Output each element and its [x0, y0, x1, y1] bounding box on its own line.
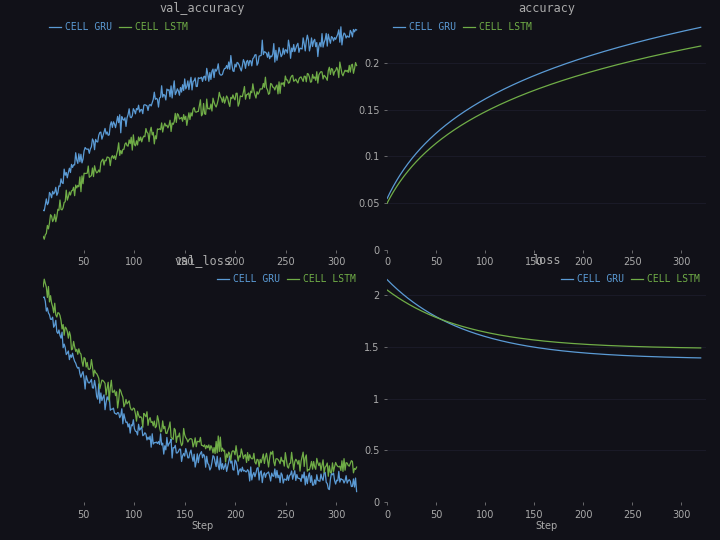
CELL GRU	[225, 66, 234, 72]
CELL GRU	[575, 349, 583, 356]
CELL GRU	[568, 349, 577, 355]
CELL GRU	[568, 58, 577, 65]
CELL GRU	[39, 294, 48, 301]
CELL LSTM	[40, 236, 48, 242]
CELL LSTM	[575, 341, 583, 347]
CELL GRU	[227, 52, 235, 59]
CELL GRU	[647, 353, 656, 360]
CELL GRU	[667, 354, 675, 361]
Line: CELL LSTM: CELL LSTM	[387, 46, 701, 203]
Line: CELL GRU: CELL GRU	[387, 280, 701, 358]
CELL GRU	[39, 207, 48, 213]
CELL GRU	[40, 207, 48, 214]
CELL GRU	[40, 294, 48, 300]
CELL GRU	[570, 58, 578, 64]
CELL LSTM	[324, 473, 333, 480]
CELL LSTM	[570, 73, 578, 80]
CELL LSTM	[570, 340, 578, 347]
CELL GRU	[696, 24, 705, 31]
CELL GRU	[384, 193, 392, 199]
CELL GRU	[696, 355, 705, 361]
CELL GRU	[304, 473, 312, 480]
CELL LSTM	[568, 74, 577, 80]
CELL GRU	[227, 460, 235, 467]
CELL LSTM	[39, 233, 48, 240]
CELL GRU	[41, 298, 50, 305]
CELL LSTM	[336, 59, 344, 65]
CELL LSTM	[696, 345, 705, 351]
CELL LSTM	[304, 71, 312, 77]
CELL LSTM	[41, 232, 50, 238]
CELL LSTM	[568, 340, 577, 347]
CELL LSTM	[324, 68, 333, 74]
CELL GRU	[384, 278, 392, 284]
CELL LSTM	[352, 464, 361, 470]
CELL LSTM	[40, 276, 48, 282]
CELL LSTM	[227, 457, 235, 463]
CELL LSTM	[227, 94, 235, 100]
CELL LSTM	[41, 280, 50, 287]
Title: accuracy: accuracy	[518, 2, 575, 15]
CELL LSTM	[667, 344, 675, 350]
CELL LSTM	[383, 200, 392, 206]
CELL LSTM	[384, 198, 392, 204]
Legend: CELL GRU, CELL LSTM: CELL GRU, CELL LSTM	[557, 271, 703, 288]
CELL LSTM	[225, 103, 234, 110]
CELL LSTM	[383, 287, 392, 293]
Line: CELL LSTM: CELL LSTM	[387, 290, 701, 348]
CELL LSTM	[575, 72, 583, 78]
Line: CELL GRU: CELL GRU	[43, 27, 356, 211]
Line: CELL LSTM: CELL LSTM	[43, 279, 356, 476]
Title: loss: loss	[532, 254, 561, 267]
X-axis label: Step: Step	[535, 521, 557, 531]
Legend: CELL GRU, CELL LSTM: CELL GRU, CELL LSTM	[45, 18, 192, 36]
CELL LSTM	[232, 442, 240, 449]
Line: CELL GRU: CELL GRU	[43, 297, 356, 491]
CELL GRU	[232, 458, 240, 465]
CELL GRU	[667, 31, 675, 37]
CELL GRU	[383, 195, 392, 201]
Title: val_accuracy: val_accuracy	[160, 2, 246, 15]
CELL GRU	[324, 31, 333, 37]
CELL GRU	[336, 24, 345, 30]
CELL GRU	[225, 453, 234, 460]
X-axis label: Step: Step	[192, 269, 214, 279]
CELL GRU	[232, 64, 240, 70]
CELL LSTM	[232, 90, 240, 97]
Legend: CELL GRU, CELL LSTM: CELL GRU, CELL LSTM	[389, 18, 536, 36]
Title: val_loss: val_loss	[174, 254, 231, 267]
CELL GRU	[570, 349, 578, 355]
X-axis label: Step: Step	[535, 269, 557, 279]
X-axis label: Step: Step	[192, 521, 214, 531]
CELL GRU	[352, 26, 361, 33]
CELL LSTM	[647, 344, 656, 350]
CELL LSTM	[667, 49, 675, 55]
CELL LSTM	[39, 284, 48, 290]
CELL GRU	[41, 202, 50, 208]
CELL GRU	[383, 276, 392, 283]
Line: CELL LSTM: CELL LSTM	[43, 62, 356, 239]
CELL GRU	[324, 485, 333, 492]
CELL LSTM	[325, 463, 333, 469]
CELL LSTM	[647, 53, 656, 60]
CELL LSTM	[304, 467, 312, 473]
CELL LSTM	[352, 62, 361, 69]
Legend: CELL GRU, CELL LSTM: CELL GRU, CELL LSTM	[213, 271, 360, 288]
CELL LSTM	[696, 43, 705, 49]
CELL GRU	[647, 36, 656, 42]
CELL GRU	[352, 488, 361, 495]
CELL LSTM	[225, 451, 234, 457]
CELL GRU	[304, 37, 312, 43]
Line: CELL GRU: CELL GRU	[387, 28, 701, 198]
CELL LSTM	[384, 288, 392, 294]
CELL GRU	[575, 56, 583, 63]
